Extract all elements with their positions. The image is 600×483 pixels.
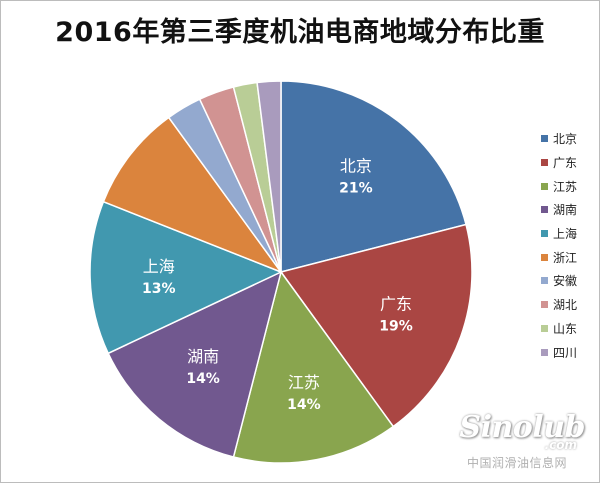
legend-swatch xyxy=(541,348,548,356)
pie-slices xyxy=(89,80,473,464)
legend-item-10: 四川 xyxy=(541,340,577,364)
pie-slice-percent-3: 14% xyxy=(287,397,321,413)
watermark: Sinolub .com 中国润滑油信息网 xyxy=(440,410,595,476)
legend-item-8: 湖北 xyxy=(541,293,577,317)
legend-label: 湖北 xyxy=(553,298,578,313)
legend-item-4: 湖南 xyxy=(541,198,577,222)
legend-label: 上海 xyxy=(553,227,578,242)
legend-label: 四川 xyxy=(553,345,578,360)
pie-slice-4 xyxy=(107,270,283,458)
legend-item-7: 安徽 xyxy=(541,269,577,293)
pie-slice-3 xyxy=(232,270,395,464)
legend-swatch xyxy=(541,230,548,238)
pie-slice-label-1: 北京 xyxy=(340,156,372,175)
pie-slice-label-4: 湖南 xyxy=(187,347,219,366)
legend-item-3: 江苏 xyxy=(541,174,577,198)
pie-slice-label-3: 江苏 xyxy=(288,373,320,392)
legend-swatch xyxy=(541,301,548,309)
pie-data-labels: 北京 21% 广东 19% 江苏 14% 湖南 14% 上海 13% xyxy=(142,156,413,413)
legend-swatch xyxy=(541,159,548,167)
pie-slice-percent-2: 19% xyxy=(379,318,413,334)
legend-swatch xyxy=(541,135,548,143)
legend-swatch xyxy=(541,324,548,332)
legend: 北京广东江苏湖南上海浙江安徽湖北山东四川 xyxy=(541,127,577,364)
pie-slice-percent-1: 21% xyxy=(339,180,373,196)
legend-item-9: 山东 xyxy=(541,317,577,341)
pie-slice-percent-4: 14% xyxy=(186,371,220,387)
legend-item-1: 北京 xyxy=(541,127,577,151)
legend-label: 湖南 xyxy=(553,203,578,218)
pie-slice-label-2: 广东 xyxy=(380,294,412,313)
watermark-logo: Sinolub xyxy=(459,410,585,445)
legend-label: 浙江 xyxy=(553,250,578,265)
chart-title: 2016年第三季度机油电商地域分布比重 xyxy=(55,17,545,48)
watermark-domain-suffix: .com xyxy=(544,438,577,452)
pie-slice-10 xyxy=(256,80,282,273)
legend-item-5: 上海 xyxy=(541,222,577,246)
legend-swatch xyxy=(541,253,548,261)
legend-swatch xyxy=(541,277,548,285)
pie-slice-1 xyxy=(280,80,467,273)
pie-slice-2 xyxy=(279,223,473,428)
pie-slice-6 xyxy=(102,116,284,274)
watermark-site-name: 中国润滑油信息网 xyxy=(466,456,567,470)
legend-label: 安徽 xyxy=(553,274,578,289)
legend-swatch xyxy=(541,206,548,214)
legend-label: 山东 xyxy=(553,321,578,336)
legend-label: 江苏 xyxy=(553,179,578,194)
pie-slice-label-5: 上海 xyxy=(143,257,175,276)
legend-label: 广东 xyxy=(553,156,578,171)
pie-slice-percent-5: 13% xyxy=(142,281,176,297)
legend-swatch xyxy=(541,182,548,190)
legend-item-6: 浙江 xyxy=(541,245,577,269)
pie-slice-5 xyxy=(89,200,283,355)
legend-label: 北京 xyxy=(553,132,578,147)
legend-item-2: 广东 xyxy=(541,151,577,175)
